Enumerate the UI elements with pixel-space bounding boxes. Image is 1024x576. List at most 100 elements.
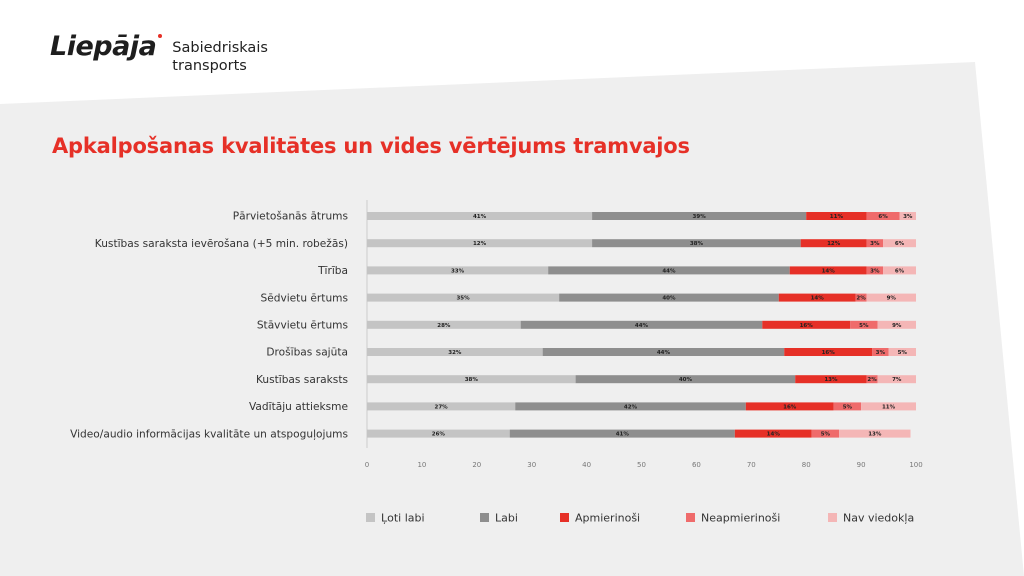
bar-value-label: 40%: [662, 296, 676, 302]
bar-segment: [806, 212, 867, 220]
bar-value-label: 38%: [690, 241, 704, 247]
bar-segment: [795, 375, 867, 384]
legend-swatch: [480, 513, 489, 522]
brand-logo: Liepāja Sabiedriskais transports: [50, 32, 282, 75]
x-tick-label: 80: [802, 461, 811, 469]
bar-segment: [542, 348, 785, 356]
bar-segment: [883, 266, 916, 275]
bar-value-label: 44%: [635, 323, 649, 329]
bar-value-label: 3%: [870, 241, 880, 247]
category-label: Vadītāju attieksme: [249, 401, 348, 413]
bar-value-label: 13%: [824, 377, 838, 383]
bar-segment: [520, 320, 763, 329]
bar-segment: [861, 402, 916, 411]
bar-value-label: 33%: [451, 268, 465, 274]
bar-segment: [855, 293, 867, 302]
category-label: Pārvietošanās ātrums: [233, 211, 348, 223]
bar-value-label: 11%: [830, 214, 844, 220]
x-tick-label: 40: [582, 461, 591, 469]
bar-value-label: 35%: [456, 296, 470, 302]
bar-segment: [789, 266, 867, 275]
bar-segment: [548, 266, 790, 275]
x-tick-label: 30: [527, 461, 536, 469]
bar-value-label: 14%: [822, 268, 836, 274]
category-label: Kustības saraksts: [256, 374, 348, 386]
category-label: Tīrība: [317, 265, 348, 277]
bar-segment: [899, 212, 916, 220]
bars-group: 41% 39% 11% 6% 3% 12% 38% 12% 3% 6% 33% 44% 14% 3% 6% 3…: [367, 212, 916, 438]
bar-value-label: 5%: [898, 350, 908, 356]
x-tick-label: 0: [365, 461, 369, 469]
bar-value-label: 11%: [882, 404, 896, 410]
bar-segment: [850, 320, 878, 329]
bar-segment: [866, 375, 878, 384]
bar-value-label: 32%: [448, 350, 462, 356]
bar-value-label: 5%: [859, 323, 869, 329]
bar-value-label: 3%: [870, 268, 880, 274]
bar-segment: [762, 320, 851, 329]
bar-value-label: 38%: [465, 377, 479, 383]
bar-value-label: 12%: [473, 241, 487, 247]
bar-segment: [883, 239, 916, 248]
bar-value-label: 3%: [876, 350, 886, 356]
bar-segment: [866, 212, 900, 220]
x-axis: 0 10 20 30 40 50 60 70 80 90 100: [365, 461, 923, 469]
x-tick-label: 60: [692, 461, 701, 469]
category-label: Stāvvietu ērtums: [257, 320, 348, 332]
bar-value-label: 5%: [821, 432, 831, 438]
bar-segment: [367, 402, 516, 411]
bar-segment: [866, 266, 884, 275]
bar-segment: [833, 402, 862, 411]
category-label: Sēdvietu ērtums: [260, 292, 348, 304]
bar-value-label: 41%: [616, 432, 630, 438]
legend-swatch: [686, 513, 695, 522]
legend-label: Nav viedokļa: [843, 512, 914, 525]
x-tick-label: 100: [909, 461, 922, 469]
logo-wordmark: Liepāja: [50, 31, 157, 62]
bar-segment: [367, 266, 549, 275]
bar-segment: [592, 212, 807, 220]
bar-segment: [839, 429, 911, 438]
bar-segment: [866, 293, 916, 302]
chart-title: Apkalpošanas kvalitātes un vides vērtēju…: [52, 134, 690, 158]
bar-segment: [509, 429, 735, 438]
brand-subtitle-line1: Sabiedriskais: [172, 40, 268, 56]
bar-value-label: 16%: [822, 350, 836, 356]
bar-segment: [784, 348, 873, 356]
bar-value-label: 42%: [624, 404, 638, 410]
bar-segment: [367, 348, 543, 356]
bar-segment: [367, 429, 510, 438]
bar-value-label: 16%: [800, 323, 814, 329]
bar-value-label: 26%: [432, 432, 446, 438]
bar-value-label: 9%: [887, 296, 897, 302]
bar-segment: [877, 375, 916, 384]
bar-segment: [872, 348, 889, 356]
bar-segment: [877, 320, 916, 329]
bar-value-label: 9%: [892, 323, 902, 329]
bar-segment: [367, 239, 593, 248]
bar-value-label: 14%: [811, 296, 825, 302]
bar-segment: [745, 402, 834, 411]
bar-value-label: 14%: [767, 432, 781, 438]
legend-swatch: [366, 513, 375, 522]
bar-segment: [778, 293, 856, 302]
bar-segment: [367, 375, 576, 384]
x-tick-label: 10: [417, 461, 426, 469]
bar-value-label: 3%: [903, 214, 913, 220]
legend-swatch: [560, 513, 569, 522]
bar-segment: [559, 293, 779, 302]
legend-label: Ļoti labi: [381, 512, 425, 525]
bar-segment: [888, 348, 916, 356]
bar-segment: [367, 212, 593, 220]
x-tick-label: 20: [472, 461, 481, 469]
bar-value-label: 12%: [827, 241, 841, 247]
bar-value-label: 28%: [437, 323, 451, 329]
bar-value-label: 6%: [895, 268, 905, 274]
category-label: Drošības sajūta: [266, 347, 348, 359]
bar-value-label: 41%: [473, 214, 487, 220]
bar-value-label: 44%: [657, 350, 671, 356]
bar-value-label: 5%: [843, 404, 853, 410]
category-label: Kustības saraksta ievērošana (+5 min. ro…: [95, 238, 348, 250]
